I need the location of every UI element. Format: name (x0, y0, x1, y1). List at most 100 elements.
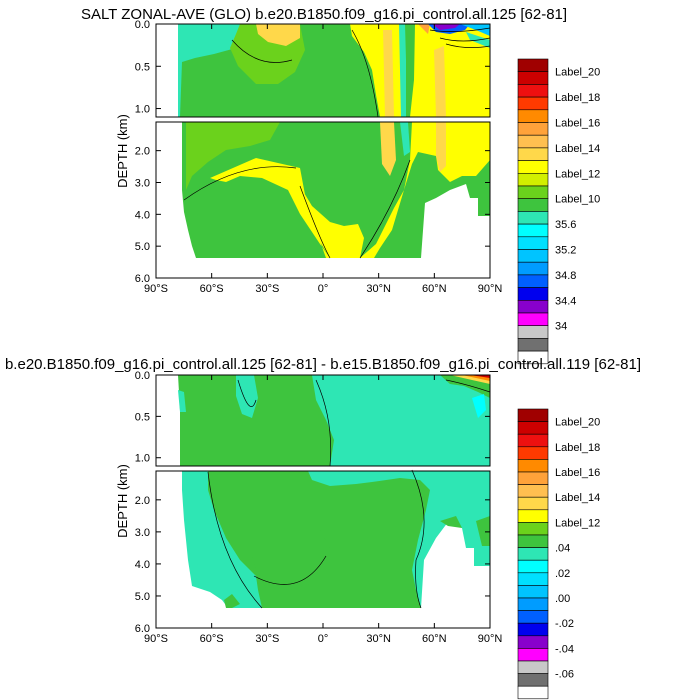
colorbar-label: Label_10 (555, 194, 600, 206)
colorbar-swatch (517, 610, 549, 624)
colorbar-swatch (517, 160, 549, 174)
colorbar-swatch (517, 287, 549, 301)
colorbar-swatch (517, 585, 549, 599)
panel2-lower-field (182, 469, 490, 609)
panel2-upper-field (178, 375, 491, 467)
colorbar-swatch (517, 408, 549, 422)
colorbar-swatch (517, 299, 549, 314)
y-tick-label: 5.0 (135, 591, 150, 603)
colorbar-swatch (517, 223, 549, 238)
y-tick-label: 4.0 (135, 559, 150, 571)
y-tick-label: 0.5 (135, 411, 150, 423)
panel2-colorbar: Label_20 Label_18 Label_16 Label_14 Label_12… (517, 408, 600, 700)
y-tick-label: 0.0 (135, 19, 150, 31)
colorbar-swatch (517, 236, 549, 250)
x-tick-label: 90°N (478, 283, 503, 295)
panel2-axes: 90°S 60°S 30°S 0° 30°N 60°N 90°N 0.0 0.5 1.0 2.0 3.… (135, 370, 503, 645)
colorbar-swatch (517, 685, 549, 700)
colorbar-swatch (517, 338, 549, 352)
colorbar-swatch (517, 446, 549, 460)
colorbar-swatch (517, 597, 549, 611)
x-tick-label: 60°S (200, 283, 224, 295)
y-tick-label: 2.0 (135, 495, 150, 507)
colorbar-swatch (517, 249, 549, 263)
colorbar-label: -.06 (555, 669, 574, 681)
x-tick-label: 30°N (366, 633, 391, 645)
colorbar-swatch (517, 496, 549, 511)
colorbar-swatch (517, 522, 549, 536)
y-tick-label: 5.0 (135, 241, 150, 253)
colorbar-swatch (517, 96, 549, 111)
colorbar-swatch (517, 274, 549, 288)
colorbar-swatch (517, 572, 549, 586)
colorbar-swatch (517, 421, 549, 435)
colorbar-swatch (517, 147, 549, 161)
colorbar-swatch (517, 198, 549, 212)
colorbar-label: Label_16 (555, 467, 600, 479)
panel2-ylabel: DEPTH (km) (115, 464, 130, 538)
colorbar-label: Label_18 (555, 92, 600, 104)
colorbar-swatch (517, 58, 549, 72)
colorbar-label: -.04 (555, 643, 574, 655)
colorbar-swatch (517, 484, 549, 498)
colorbar-label: 34 (555, 321, 567, 333)
colorbar-swatch (517, 471, 549, 485)
x-tick-label: 30°S (255, 633, 279, 645)
colorbar-label: 34.4 (555, 295, 576, 307)
panel-salt-zonal-ave: SALT ZONAL-AVE (GLO) b.e20.B1850.f09_g16… (81, 6, 600, 365)
x-tick-label: 90°N (478, 633, 503, 645)
colorbar-swatch (517, 211, 549, 225)
colorbar-swatch (517, 134, 549, 149)
colorbar-label: -.02 (555, 618, 574, 630)
colorbar-label: 34.8 (555, 270, 576, 282)
y-tick-label: 6.0 (135, 273, 150, 285)
x-tick-label: 30°N (366, 283, 391, 295)
y-tick-label: 0.0 (135, 370, 150, 382)
colorbar-swatch (517, 660, 549, 674)
panel1-ylabel: DEPTH (km) (115, 114, 130, 188)
panel1-title: SALT ZONAL-AVE (GLO) b.e20.B1850.f09_g16… (81, 6, 567, 23)
colorbar-label: 35.2 (555, 245, 576, 257)
panel1-lower-field (182, 122, 490, 259)
x-tick-label: 0° (318, 283, 329, 295)
colorbar-label: 35.6 (555, 219, 576, 231)
x-tick-label: 60°N (422, 283, 447, 295)
colorbar-swatch (517, 312, 549, 326)
panel-salt-difference: b.e20.B1850.f09_g16.pi_control.all.125 [… (5, 356, 641, 700)
colorbar-swatch (517, 261, 549, 276)
colorbar-swatch (517, 71, 549, 85)
colorbar-label: Label_12 (555, 168, 600, 180)
colorbar-label: Label_20 (555, 417, 600, 429)
colorbar-swatch (517, 122, 549, 136)
panel1-colorbar: Label_20 Label_18 Label_16 Label_14 Label_12… (517, 58, 600, 365)
y-tick-label: 6.0 (135, 623, 150, 635)
y-tick-label: 4.0 (135, 209, 150, 221)
colorbar-swatch (517, 84, 549, 98)
colorbar-label: Label_18 (555, 442, 600, 454)
colorbar-swatch (517, 559, 549, 574)
colorbar-swatch (517, 173, 549, 187)
colorbar-swatch (517, 350, 549, 365)
colorbar-label: Label_20 (555, 67, 600, 79)
x-tick-label: 60°N (422, 633, 447, 645)
colorbar-label: .04 (555, 543, 570, 555)
colorbar-swatch (517, 534, 549, 548)
colorbar-swatch (517, 109, 549, 123)
y-tick-label: 1.0 (135, 453, 150, 465)
colorbar-swatch (517, 648, 549, 662)
y-tick-label: 2.0 (135, 146, 150, 158)
panel1-axes: 90°S 60°S 30°S 0° 30°N 60°N 90°N 0.0 0.5 1.0 2.0 3.… (135, 19, 503, 295)
y-tick-label: 3.0 (135, 527, 150, 539)
x-tick-label: 60°S (200, 633, 224, 645)
colorbar-swatch (517, 622, 549, 637)
colorbar-label: Label_12 (555, 517, 600, 529)
colorbar-label: Label_14 (555, 492, 600, 504)
x-tick-label: 90°S (144, 283, 168, 295)
x-tick-label: 90°S (144, 633, 168, 645)
x-tick-label: 30°S (255, 283, 279, 295)
colorbar-swatch (517, 185, 549, 199)
panel2-title: b.e20.B1850.f09_g16.pi_control.all.125 [… (5, 356, 641, 373)
colorbar-swatch (517, 459, 549, 473)
colorbar-swatch (517, 547, 549, 561)
